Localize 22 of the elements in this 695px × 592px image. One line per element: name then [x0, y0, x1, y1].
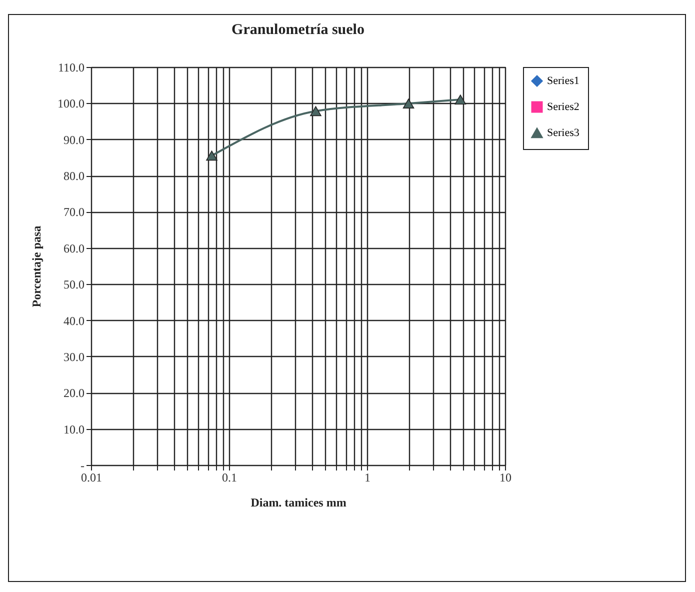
y-tick-label: 40.0	[64, 314, 84, 328]
chart-title: Granulometría suelo	[232, 22, 364, 38]
x-tick-label: 1	[364, 470, 370, 484]
y-tick-label: 110.0	[58, 60, 84, 74]
y-tick-label: 10.0	[64, 422, 84, 436]
x-tick-label: 10	[500, 470, 512, 484]
y-tick-label: 50.0	[64, 278, 84, 292]
y-tick-label: 90.0	[64, 132, 84, 147]
y-tick-label: 60.0	[64, 241, 84, 256]
y-tick-label: 30.0	[64, 350, 84, 364]
y-tick-label: 70.0	[64, 205, 84, 220]
x-axis-title: Diam. tamices mm	[250, 496, 346, 510]
x-tick-label: 0.01	[81, 470, 102, 484]
legend-label: Series1	[547, 75, 580, 87]
x-tick-label: 0.1	[222, 470, 237, 484]
y-tick-label: 20.0	[64, 386, 84, 400]
y-tick-label: 100.0	[58, 96, 84, 111]
y-axis-title: Porcentaje pasa	[30, 226, 44, 308]
y-tick-label: -	[80, 458, 84, 472]
legend-label: Series2	[547, 101, 580, 113]
legend-label: Series3	[547, 127, 580, 139]
y-tick-label: 80.0	[64, 169, 84, 184]
